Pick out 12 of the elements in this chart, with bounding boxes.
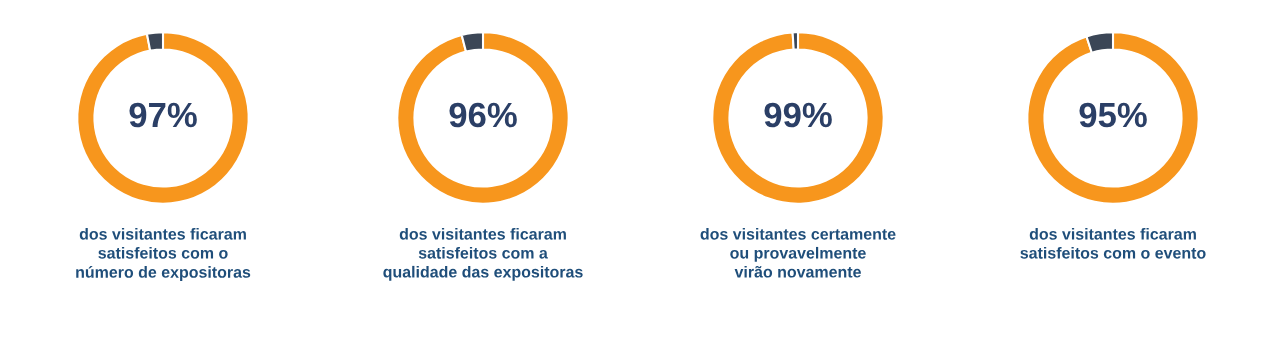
text: dos visitantes certamente ou provavelmente virão novamente	[700, 228, 896, 278]
donut-slice	[396, 31, 570, 205]
text: 99%	[764, 102, 832, 128]
text: 97%	[129, 102, 197, 128]
text: dos visitantes ficaram satisfeitos com o evento	[1020, 228, 1206, 259]
text: dos visitantes ficaram satisfeitos com o número de expositoras	[76, 228, 251, 281]
donut-slice	[76, 31, 250, 205]
donut-slice	[1026, 31, 1200, 205]
text: 95%	[1079, 102, 1147, 128]
text: dos visitantes ficaram satisfeitos com a qualidade das expositoras	[383, 228, 583, 281]
donut-slice	[711, 31, 885, 205]
text: 96%	[449, 102, 517, 128]
